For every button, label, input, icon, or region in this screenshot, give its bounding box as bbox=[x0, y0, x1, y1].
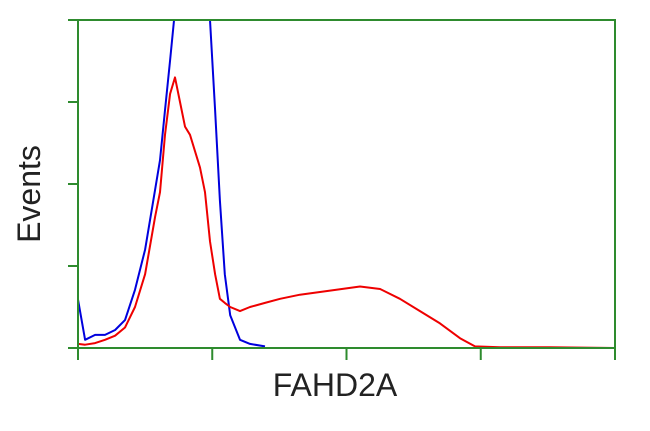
plot-frame bbox=[77, 19, 616, 349]
histogram-line bbox=[78, 20, 266, 348]
plot-area bbox=[78, 20, 615, 348]
x-axis-label: FAHD2A bbox=[273, 367, 398, 403]
histogram-line bbox=[78, 76, 615, 348]
y-axis-label: Events bbox=[11, 145, 47, 243]
